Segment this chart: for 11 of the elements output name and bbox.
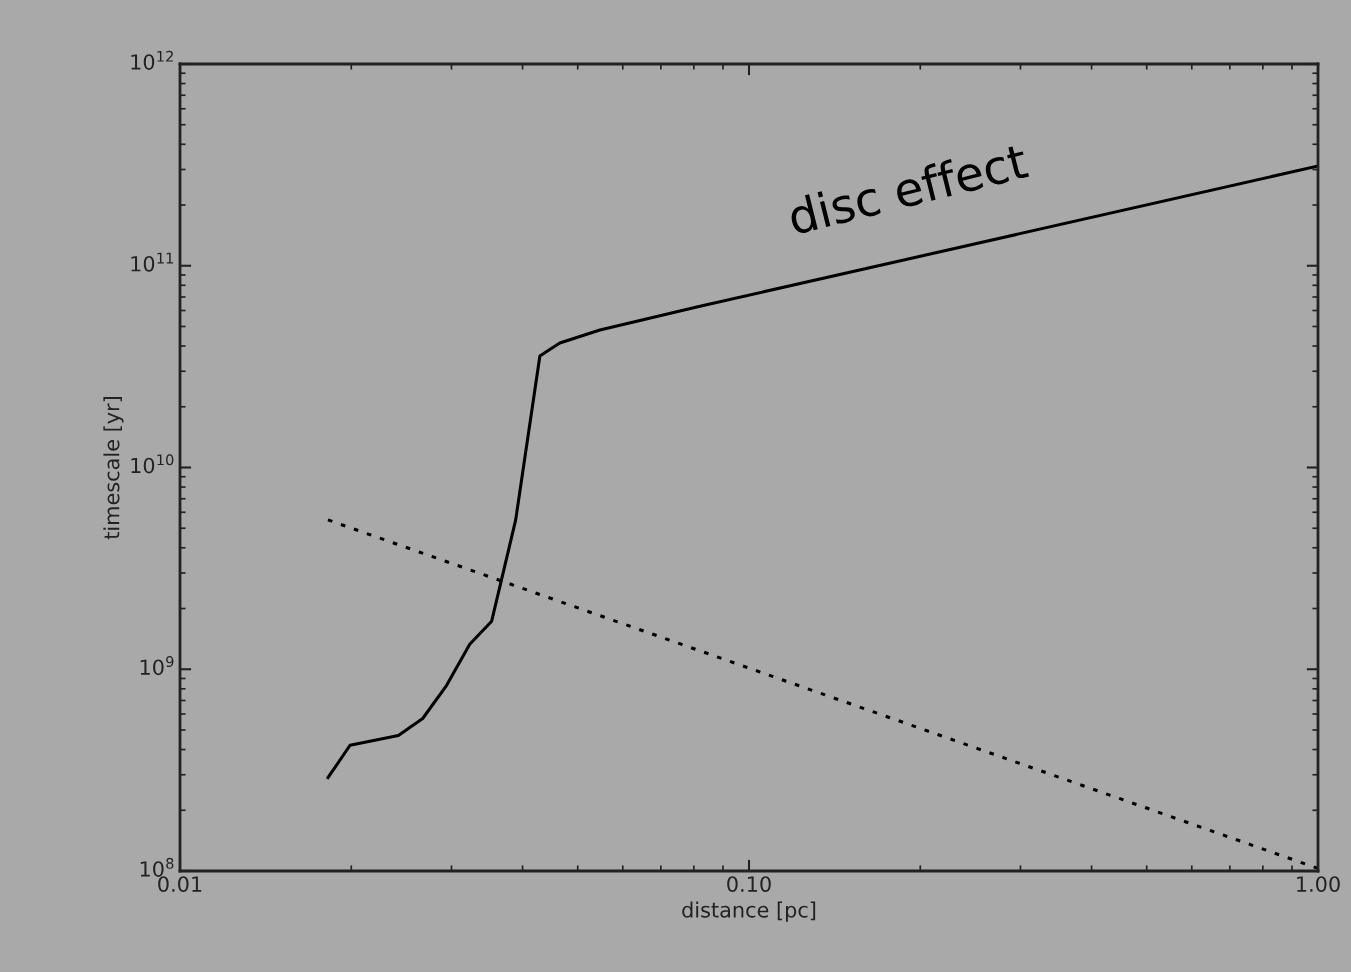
x-tick-label: 1.00: [1297, 876, 1340, 892]
y-tick-label: 10$^{12}$: [131, 50, 173, 70]
x-axis-title: distance [pc]: [682, 901, 816, 922]
annotation: disc effect: [786, 141, 1030, 236]
x-tick-label: 0.01: [158, 876, 202, 892]
x-tick-label: 0.10: [727, 876, 771, 892]
y-tick-label: 10$^{11}$: [131, 252, 174, 272]
y-tick-label: 10$^{10}$: [131, 454, 174, 474]
y-axis-title: timescale [yr]: [103, 397, 124, 540]
y-tick-label: 10$^{8}$: [140, 857, 174, 877]
y-tick-label: 10$^{9}$: [140, 656, 174, 676]
